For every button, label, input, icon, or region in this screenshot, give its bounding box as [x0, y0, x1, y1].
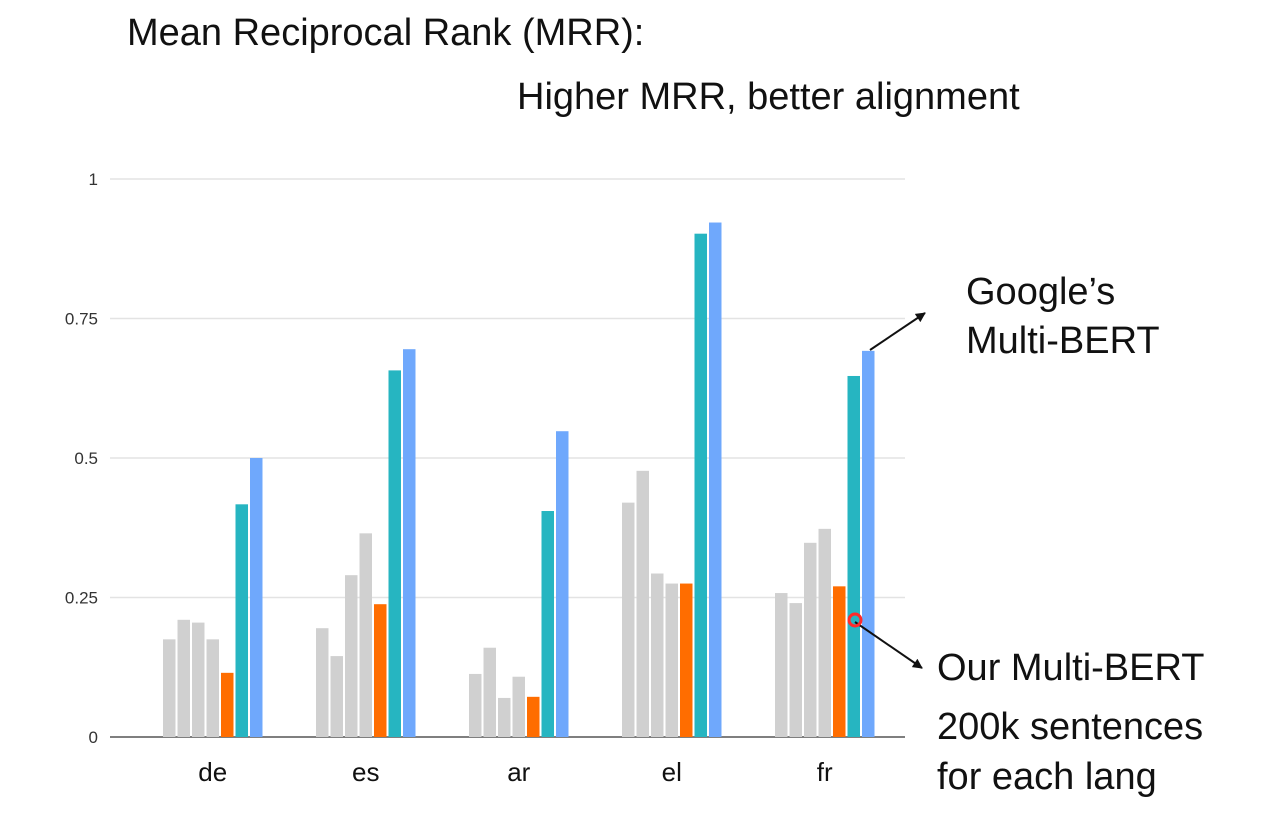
bar-el-3 [665, 583, 678, 737]
bar-fr-1 [789, 603, 802, 737]
bar-fr-5 [847, 375, 860, 737]
y-tick-label: 0.5 [74, 449, 98, 468]
bar-es-0 [316, 628, 329, 737]
bar-el-2 [651, 573, 664, 737]
y-tick-label: 0 [89, 728, 98, 747]
bar-de-2 [192, 622, 205, 737]
bar-de-5 [235, 504, 248, 737]
bar-fr-6 [862, 350, 875, 737]
bar-es-5 [388, 370, 401, 737]
annotation-ours-line1: Our Multi-BERT [937, 647, 1205, 689]
bar-ar-2 [498, 697, 511, 737]
bar-ar-6 [556, 431, 569, 737]
bar-de-4 [221, 672, 234, 737]
chart-title: Mean Reciprocal Rank (MRR): [127, 12, 645, 54]
annotation-google-line1: Google’s [966, 271, 1116, 313]
bar-ar-0 [469, 673, 482, 737]
bar-es-2 [345, 575, 358, 737]
cursor-marker [847, 612, 863, 628]
bar-el-1 [636, 470, 649, 737]
annotation-google-line2: Multi-BERT [966, 320, 1160, 363]
bar-el-5 [694, 233, 707, 737]
x-tick-label-de: de [198, 757, 227, 787]
bar-ar-5 [541, 511, 554, 737]
y-tick-label: 0.25 [65, 589, 98, 608]
bar-fr-3 [818, 528, 831, 737]
bar-ar-4 [527, 696, 540, 737]
x-tick-label-es: es [352, 757, 379, 787]
bar-el-0 [622, 502, 635, 737]
bar-ar-3 [512, 676, 525, 737]
google-arrow [869, 312, 926, 351]
bar-el-6 [709, 222, 722, 738]
bar-fr-4 [833, 586, 846, 737]
bar-de-0 [163, 639, 176, 737]
bar-es-3 [359, 533, 372, 737]
bar-de-1 [177, 619, 190, 737]
x-tick-label-el: el [662, 757, 682, 787]
bar-es-6 [403, 349, 416, 737]
bar-fr-2 [804, 542, 817, 737]
bar-es-1 [330, 656, 343, 737]
annotation-ours: Our Multi-BERT 200k sentences for each l… [937, 644, 1204, 802]
bar-de-3 [206, 639, 219, 737]
bar-es-4 [374, 604, 387, 737]
annotation-ours-line3: for each lang [937, 755, 1157, 798]
chart-subtitle: Higher MRR, better alignment [517, 76, 1020, 118]
y-tick-label: 0.75 [65, 310, 98, 329]
y-tick-label: 1 [89, 170, 98, 189]
annotation-ours-line2: 200k sentences [937, 706, 1204, 749]
bar-ar-1 [483, 647, 496, 737]
annotation-google: Google’s Multi-BERT [966, 268, 1160, 367]
x-tick-label-fr: fr [817, 757, 833, 787]
bar-el-4 [680, 583, 693, 737]
bar-fr-0 [775, 593, 788, 737]
ours-arrow [854, 621, 923, 669]
x-tick-label-ar: ar [507, 757, 530, 787]
bar-de-6 [250, 458, 263, 737]
